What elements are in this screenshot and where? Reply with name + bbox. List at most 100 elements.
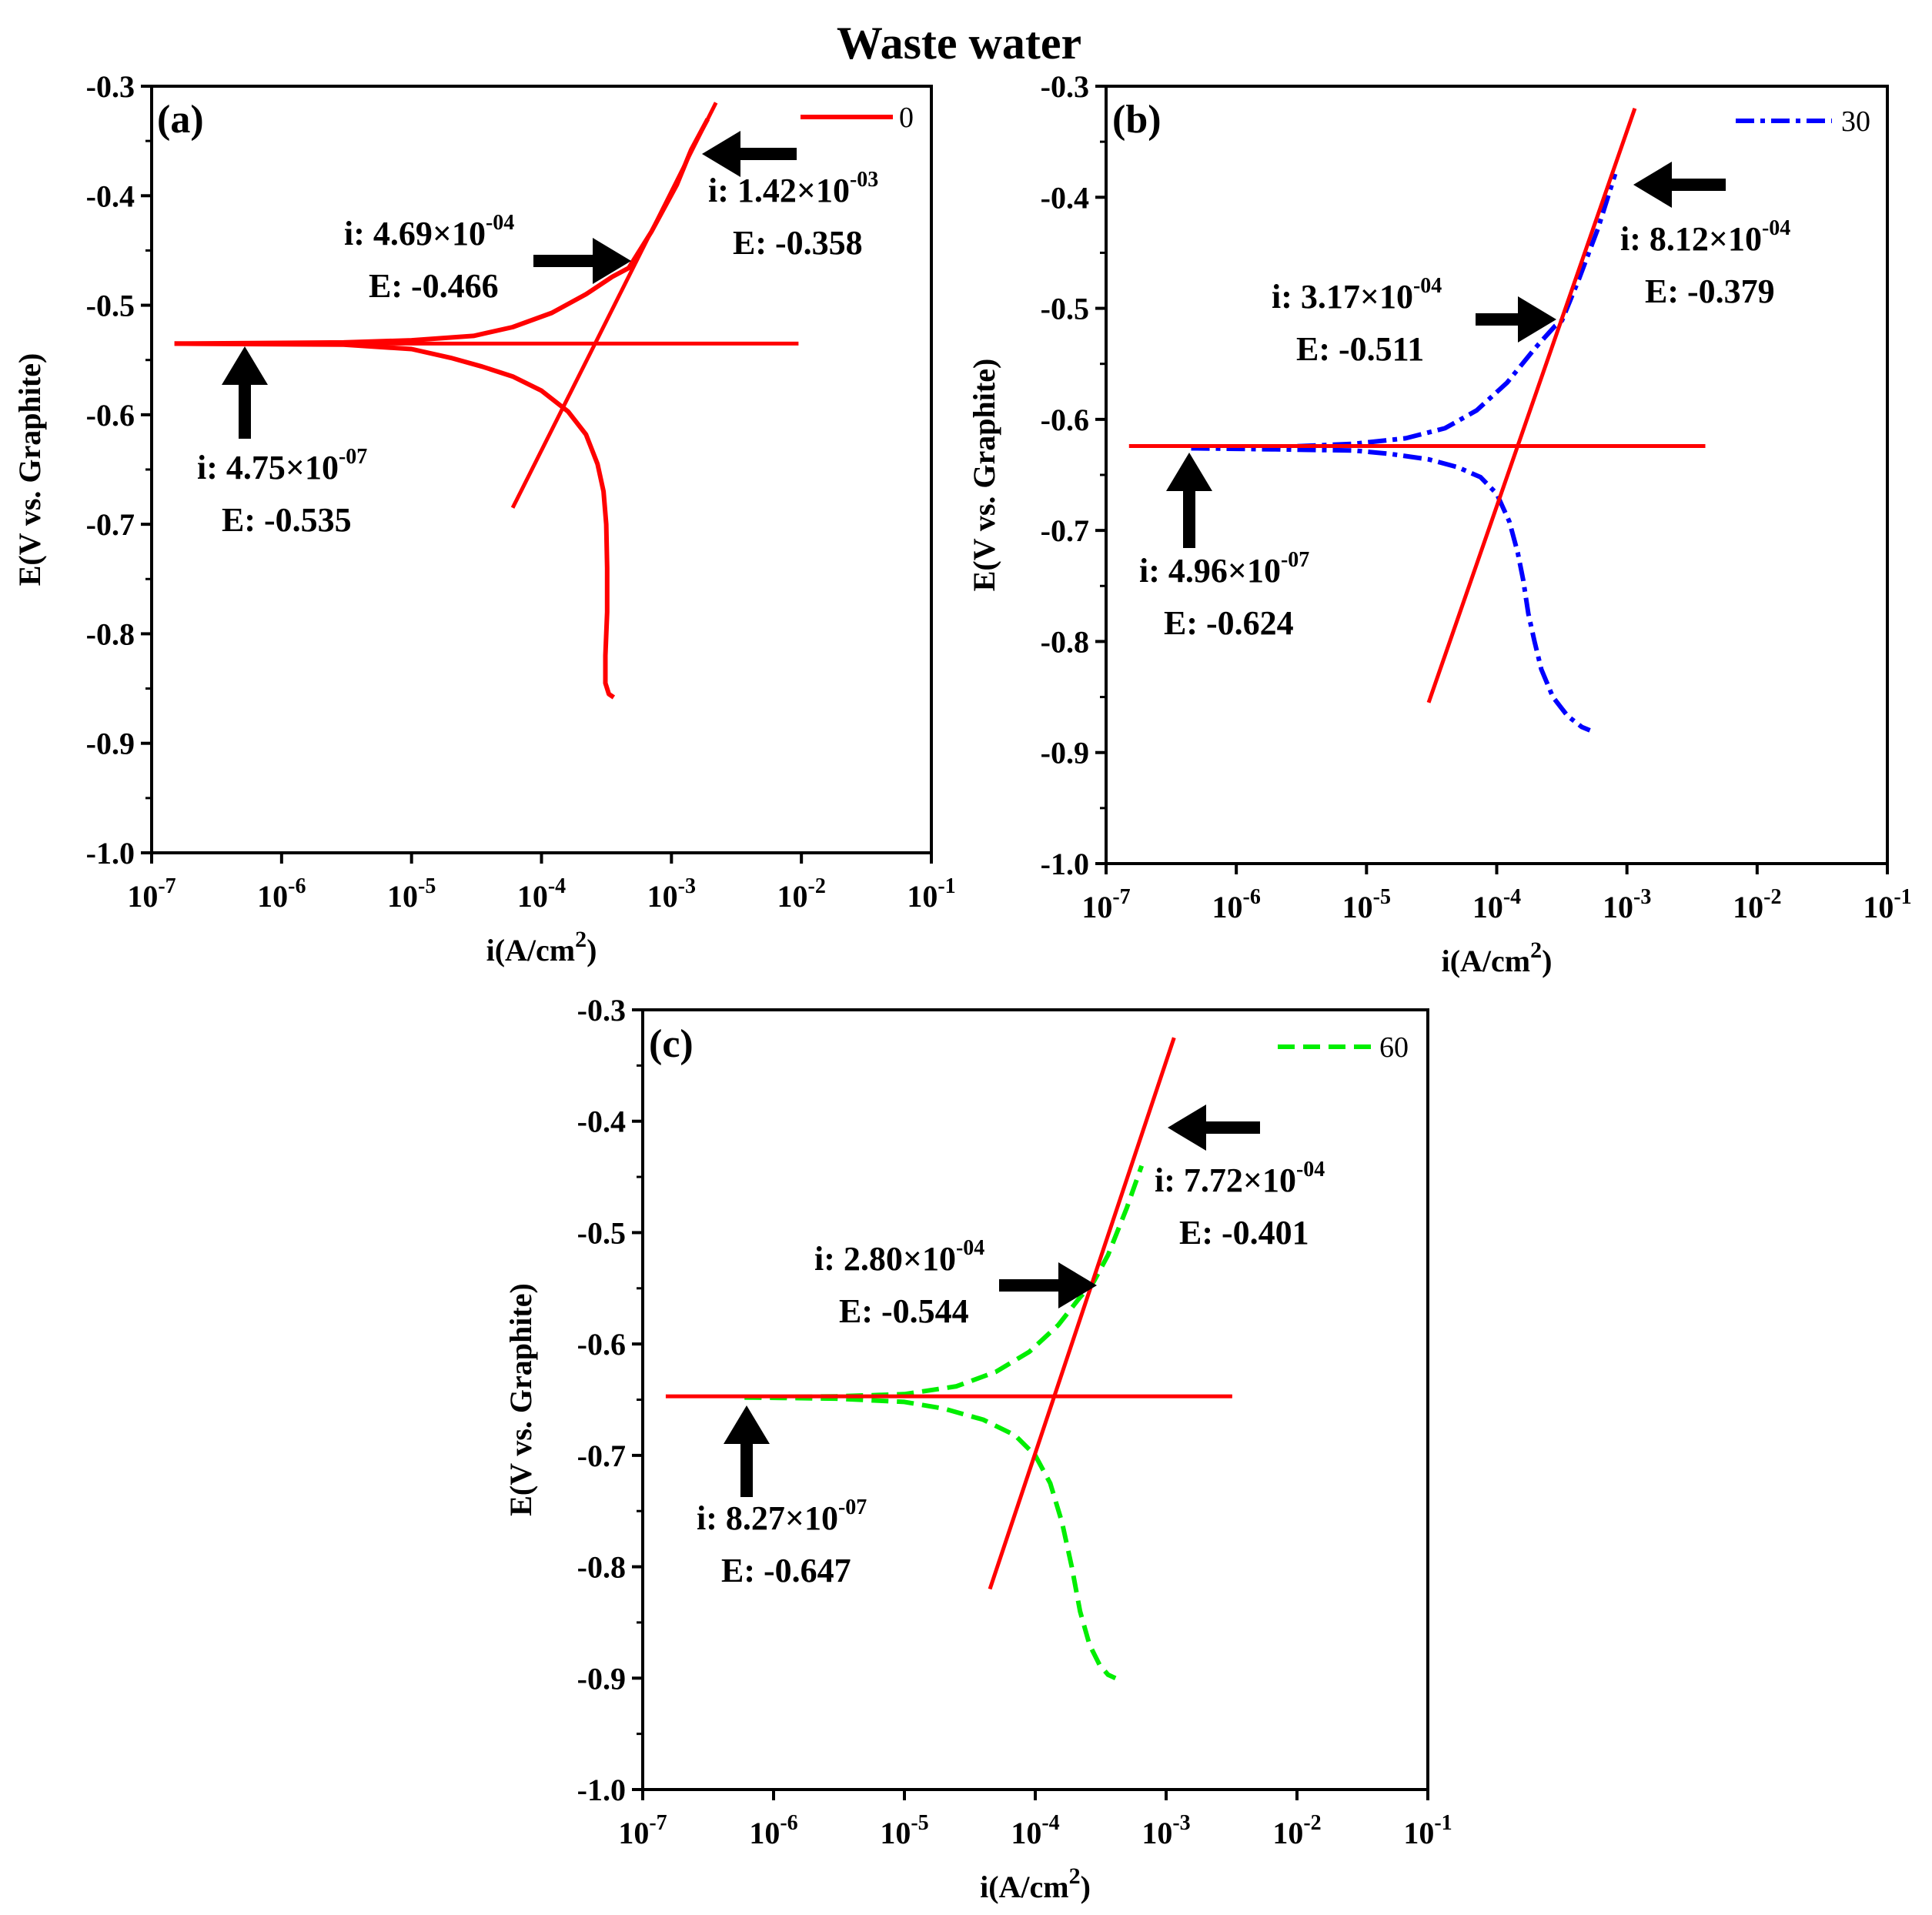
x-tick-base: 10 bbox=[517, 879, 548, 914]
annotation-exponent: -03 bbox=[850, 168, 878, 192]
annotation-left: i: 1.42×10-03 E: -0.358 bbox=[702, 131, 878, 262]
x-tick-label: 10-3 bbox=[1141, 1811, 1190, 1850]
arrow-left-head bbox=[1633, 162, 1672, 208]
arrow-left bbox=[1168, 1105, 1260, 1151]
x-tick-base: 10 bbox=[777, 879, 808, 914]
x-tick-label: 10-4 bbox=[517, 874, 566, 914]
x-tick-base: 10 bbox=[1272, 1816, 1303, 1850]
x-tick-base: 10 bbox=[1342, 890, 1373, 924]
arrow-up bbox=[724, 1405, 770, 1497]
annotation-current: i: 3.17×10-04 bbox=[1272, 274, 1442, 316]
x-tick-label: 10-7 bbox=[618, 1811, 667, 1850]
annotation-exponent: -04 bbox=[1762, 216, 1790, 240]
panel-label: (c) bbox=[649, 1022, 694, 1066]
x-tick-label: 10-4 bbox=[1011, 1811, 1059, 1850]
annotation-exponent: -04 bbox=[1413, 274, 1442, 298]
arrow-left-head bbox=[1168, 1105, 1206, 1151]
x-tick-label: 10-2 bbox=[1733, 885, 1781, 924]
x-tick-label: 10-1 bbox=[907, 874, 955, 914]
annotation-current-text: i: 8.12×10 bbox=[1620, 220, 1762, 258]
annotation-potential: E: -0.624 bbox=[1164, 604, 1294, 642]
chart-panel-c: -1.0-0.9-0.8-0.7-0.6-0.5-0.4-0.310-7 10-6… bbox=[503, 993, 1452, 1904]
x-axis-label-text: i(A/cm bbox=[486, 933, 576, 968]
x-tick-label: 10-5 bbox=[1342, 885, 1391, 924]
annotation-current-text: i: 4.96×10 bbox=[1139, 552, 1281, 590]
x-axis-label-text: i(A/cm bbox=[1442, 944, 1531, 978]
annotation-left: i: 8.12×10-04 E: -0.379 bbox=[1620, 162, 1790, 310]
y-tick-label: -0.7 bbox=[1041, 513, 1089, 548]
x-tick-label: 10-4 bbox=[1472, 885, 1521, 924]
x-axis-label-close: ) bbox=[1542, 944, 1552, 978]
x-tick-base: 10 bbox=[1603, 890, 1633, 924]
panel-label: (a) bbox=[157, 98, 204, 142]
x-axis-label: i(A/cm2) bbox=[980, 1863, 1091, 1904]
y-tick-label: -0.8 bbox=[86, 617, 135, 651]
x-tick-label: 10-1 bbox=[1403, 1811, 1452, 1850]
x-tick-label: 10-3 bbox=[1603, 885, 1651, 924]
annotation-potential: E: -0.647 bbox=[721, 1552, 851, 1589]
chart-panel-a: -1.0-0.9-0.8-0.7-0.6-0.5-0.4-0.310-7 10-6… bbox=[12, 69, 956, 968]
y-tick-label: -0.5 bbox=[1041, 292, 1089, 326]
x-tick-exponent: -3 bbox=[1633, 885, 1651, 909]
y-tick-label: -0.7 bbox=[86, 507, 135, 542]
annotation-current: i: 4.96×10-07 bbox=[1139, 548, 1309, 590]
x-tick-exponent: -3 bbox=[1172, 1811, 1190, 1835]
x-tick-exponent: -1 bbox=[1434, 1811, 1452, 1835]
x-tick-label: 10-2 bbox=[777, 874, 826, 914]
data-layer bbox=[174, 102, 799, 700]
x-tick-exponent: -6 bbox=[1243, 885, 1261, 909]
y-tick-label: -1.0 bbox=[86, 836, 135, 871]
x-tick-exponent: -6 bbox=[780, 1811, 797, 1835]
x-tick-label: 10-1 bbox=[1863, 885, 1911, 924]
x-tick-exponent: -4 bbox=[548, 874, 566, 898]
y-tick-label: -0.7 bbox=[577, 1439, 626, 1473]
x-tick-base: 10 bbox=[387, 879, 418, 914]
x-tick-base: 10 bbox=[127, 879, 158, 914]
y-tick-label: -0.4 bbox=[86, 179, 135, 213]
cathodic-branch-curve bbox=[744, 1395, 1117, 1681]
x-tick-exponent: -2 bbox=[808, 874, 826, 898]
anodic-branch-curve bbox=[1191, 173, 1618, 451]
x-axis-label-superscript: 2 bbox=[1530, 937, 1542, 963]
figure-title: Waste water bbox=[837, 18, 1081, 69]
x-tick-exponent: -4 bbox=[1503, 885, 1521, 909]
arrow-right-head bbox=[593, 238, 631, 284]
annotation-exponent: -04 bbox=[486, 211, 514, 235]
x-tick-exponent: -5 bbox=[418, 874, 436, 898]
x-tick-label: 10-5 bbox=[387, 874, 436, 914]
x-tick-exponent: -7 bbox=[1112, 885, 1130, 909]
arrow-up bbox=[1166, 453, 1212, 548]
data-layer bbox=[1128, 108, 1706, 733]
x-tick-label: 10-7 bbox=[127, 874, 175, 914]
annotation-current: i: 4.69×10-04 bbox=[344, 211, 514, 252]
x-tick-label: 10-3 bbox=[647, 874, 696, 914]
y-tick-label: -0.3 bbox=[577, 993, 626, 1028]
x-axis-label-superscript: 2 bbox=[1069, 1863, 1081, 1889]
x-tick-exponent: -7 bbox=[158, 874, 175, 898]
y-tick-label: -0.5 bbox=[86, 289, 135, 323]
annotation-current-text: i: 1.42×10 bbox=[708, 172, 850, 209]
y-tick-label: -0.6 bbox=[86, 398, 135, 433]
annotation-current-text: i: 4.69×10 bbox=[344, 215, 486, 252]
panel-label: (b) bbox=[1112, 98, 1162, 142]
legend-label: 30 bbox=[1841, 105, 1870, 138]
y-axis-label: E(V vs. Graphite) bbox=[12, 353, 47, 587]
annotation-potential: E: -0.511 bbox=[1296, 330, 1424, 368]
y-tick-label: -0.4 bbox=[1041, 180, 1089, 215]
annotation-exponent: -04 bbox=[1296, 1158, 1325, 1181]
y-axis-label: E(V vs. Graphite) bbox=[503, 1283, 538, 1516]
annotation-potential: E: -0.358 bbox=[733, 224, 863, 262]
annotation-current: i: 8.27×10-07 bbox=[697, 1496, 867, 1537]
y-tick-label: -0.9 bbox=[86, 727, 135, 761]
x-tick-base: 10 bbox=[618, 1816, 649, 1850]
annotation-current-text: i: 2.80×10 bbox=[814, 1240, 956, 1278]
annotation-current: i: 8.12×10-04 bbox=[1620, 216, 1790, 258]
data-layer bbox=[665, 1037, 1232, 1681]
x-tick-exponent: -5 bbox=[911, 1811, 928, 1835]
x-tick-exponent: -1 bbox=[1894, 885, 1911, 909]
y-tick-label: -0.4 bbox=[577, 1105, 626, 1139]
annotation-current: i: 2.80×10-04 bbox=[814, 1236, 984, 1278]
y-tick-label: -0.9 bbox=[1041, 736, 1089, 770]
x-tick-label: 10-6 bbox=[749, 1811, 797, 1850]
